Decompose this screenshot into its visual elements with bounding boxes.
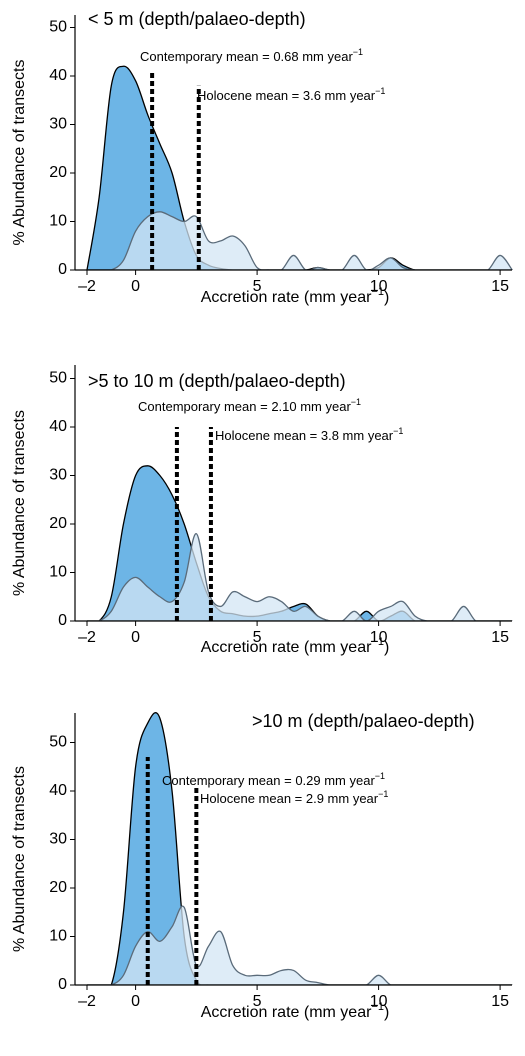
mean-label: Contemporary mean = 2.10 mm year−1 [138, 397, 361, 414]
x-tick-label: –2 [78, 278, 96, 295]
y-axis-label: % Abundance of transects [11, 410, 28, 596]
x-axis-label-sup: −1 [371, 1001, 384, 1013]
mean-label: Holocene mean = 2.9 mm year−1 [200, 789, 388, 806]
y-tick-label: 30 [49, 831, 67, 848]
y-tick-label: 50 [49, 370, 67, 387]
y-tick-label: 0 [58, 612, 67, 629]
x-tick-label: 0 [131, 278, 140, 295]
x-axis-label-end: ) [384, 289, 389, 306]
y-tick-label: 10 [49, 564, 67, 581]
density-area [87, 211, 514, 270]
x-tick-label: 15 [491, 278, 509, 295]
mean-label-text: Holocene mean = 2.9 mm year [200, 791, 379, 806]
x-tick-label: 5 [253, 629, 262, 646]
x-tick-label: 15 [491, 993, 509, 1010]
density-area [87, 712, 513, 985]
y-tick-label: 30 [49, 467, 67, 484]
mean-label-text: Contemporary mean = 0.68 mm year [140, 49, 353, 64]
x-axis-label-text: Accretion rate (mm year [201, 289, 372, 306]
x-axis-label: Accretion rate (mm year−1) [201, 636, 390, 656]
panel: Contemporary mean = 0.68 mm year−1Holoce… [11, 9, 514, 306]
y-tick-label: 20 [49, 515, 67, 532]
density-area [87, 533, 513, 621]
y-tick-label: 40 [49, 67, 67, 84]
y-tick-label: 50 [49, 19, 67, 36]
x-axis-label: Accretion rate (mm year−1) [201, 1001, 390, 1021]
y-tick-label: 10 [49, 213, 67, 230]
x-axis-label-end: ) [384, 1004, 389, 1021]
y-tick-label: 30 [49, 116, 67, 133]
x-axis-label-text: Accretion rate (mm year [201, 639, 372, 656]
x-axis-label: Accretion rate (mm year−1) [201, 286, 390, 306]
mean-label-sup: −1 [353, 47, 363, 57]
x-tick-label: 0 [131, 993, 140, 1010]
mean-label-sup: −1 [393, 426, 403, 436]
y-tick-label: 40 [49, 418, 67, 435]
x-tick-label: –2 [78, 629, 96, 646]
y-tick-label: 0 [58, 976, 67, 993]
x-axis-label-sup: −1 [371, 286, 384, 298]
x-tick-label: 0 [131, 629, 140, 646]
mean-label-sup: −1 [378, 789, 388, 799]
x-tick-label: 10 [370, 629, 388, 646]
y-tick-label: 0 [58, 261, 67, 278]
panel: Contemporary mean = 0.29 mm year−1Holoce… [11, 711, 513, 1021]
mean-label-text: Holocene mean = 3.6 mm year [197, 88, 376, 103]
mean-label: Holocene mean = 3.6 mm year−1 [197, 86, 385, 103]
chart-title: >5 to 10 m (depth/palaeo-depth) [88, 371, 346, 391]
y-axis-label: % Abundance of transects [11, 766, 28, 952]
x-axis-label-sup: −1 [371, 636, 384, 648]
mean-label-text: Holocene mean = 3.8 mm year [215, 428, 394, 443]
y-tick-label: 10 [49, 928, 67, 945]
x-tick-label: 15 [491, 629, 509, 646]
chart-title: < 5 m (depth/palaeo-depth) [88, 9, 306, 29]
x-tick-label: 5 [253, 278, 262, 295]
mean-label-sup: −1 [351, 397, 361, 407]
mean-label: Contemporary mean = 0.68 mm year−1 [140, 47, 363, 64]
mean-label: Holocene mean = 3.8 mm year−1 [215, 426, 403, 443]
mean-label-sup: −1 [375, 771, 385, 781]
y-axis-label: % Abundance of transects [11, 60, 28, 246]
x-tick-label: 5 [253, 993, 262, 1010]
x-tick-label: 10 [370, 278, 388, 295]
mean-label-text: Contemporary mean = 0.29 mm year [162, 773, 375, 788]
mean-label: Contemporary mean = 0.29 mm year−1 [162, 771, 385, 788]
y-tick-label: 40 [49, 782, 67, 799]
x-tick-label: 10 [370, 993, 388, 1010]
x-tick-label: –2 [78, 993, 96, 1010]
panel: Contemporary mean = 2.10 mm year−1Holoce… [11, 365, 513, 656]
chart-title: >10 m (depth/palaeo-depth) [252, 711, 475, 731]
y-tick-label: 50 [49, 734, 67, 751]
x-axis-label-text: Accretion rate (mm year [201, 1004, 372, 1021]
y-tick-label: 20 [49, 164, 67, 181]
y-tick-label: 20 [49, 879, 67, 896]
mean-label-text: Contemporary mean = 2.10 mm year [138, 399, 351, 414]
density-area [87, 905, 513, 985]
mean-label-sup: −1 [375, 86, 385, 96]
x-axis-label-end: ) [384, 639, 389, 656]
